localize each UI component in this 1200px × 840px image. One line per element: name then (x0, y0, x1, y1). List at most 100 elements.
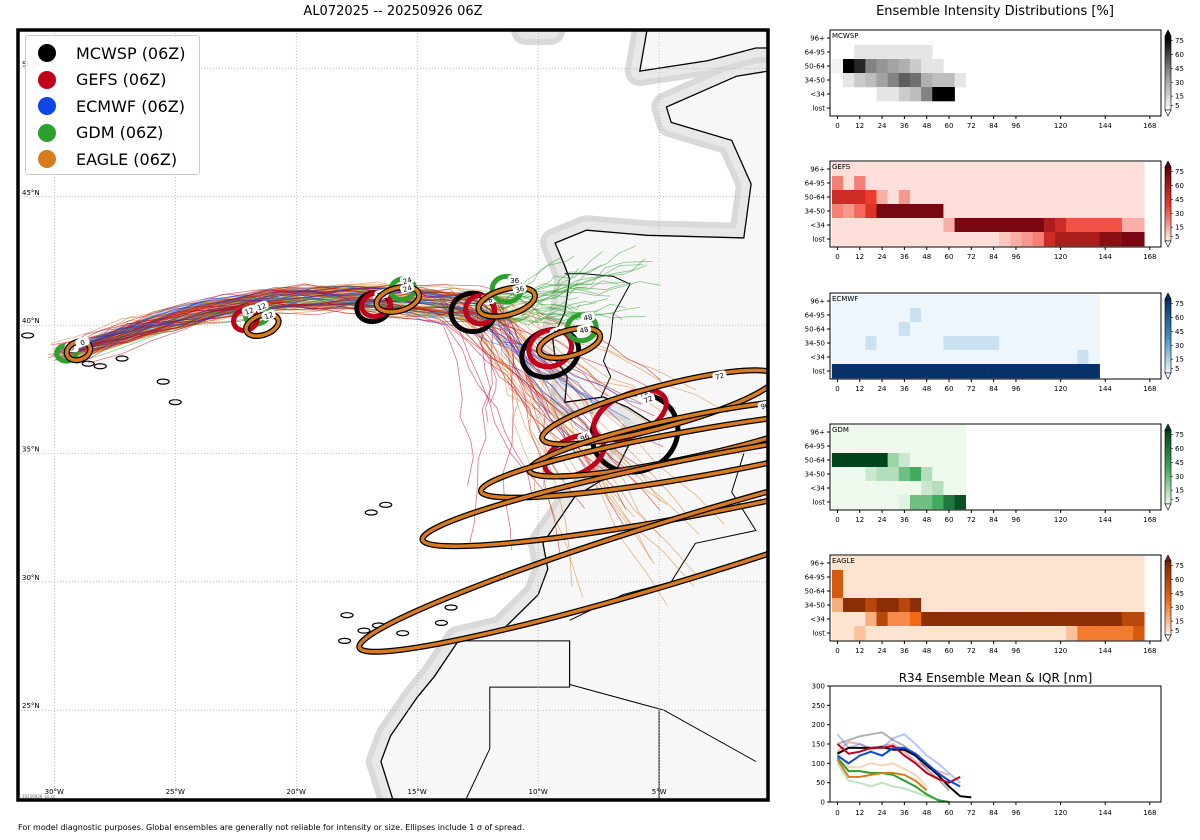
heatmap-cell (965, 570, 978, 585)
heatmap-cell (999, 584, 1011, 599)
heatmap-cell (854, 495, 866, 510)
heatmap-cell (909, 598, 922, 613)
heatmap-cell (965, 294, 978, 309)
heatmap-cell (988, 308, 1000, 323)
ellipse-eagle-48: 48 (536, 324, 604, 361)
r34-y-label: 100 (812, 760, 825, 768)
heatmap-cell (898, 453, 911, 468)
heatmap-cell (1110, 612, 1123, 627)
x-tick-label: 144 (1099, 516, 1113, 524)
heatmap-cell (1088, 612, 1100, 627)
heatmap-cell (954, 218, 967, 233)
heatmap-cell (1021, 204, 1033, 219)
row-label: 50-64 (805, 63, 826, 71)
heatmap-cell (898, 73, 911, 88)
heatmap-cell (854, 584, 866, 599)
heatmap-cell (887, 59, 900, 74)
island (115, 355, 129, 362)
heatmap-cell (1110, 556, 1123, 571)
heatmap-cell (865, 626, 877, 641)
heatmap-cell (932, 495, 944, 510)
ensemble-track-gefs (66, 283, 585, 509)
hour-label-bg (254, 300, 269, 313)
colorbar-step (1165, 616, 1171, 621)
heatmap-name: ECMWF (832, 295, 858, 303)
heatmap-cell (1088, 350, 1100, 365)
heatmap-cell (1110, 204, 1123, 219)
heatmap-cell (1043, 626, 1056, 641)
heatmap-cell (1077, 308, 1089, 323)
heatmap-frame (829, 554, 1162, 642)
colorbar-step (1165, 568, 1171, 573)
heatmap-cell (898, 467, 911, 482)
heatmap-cell (965, 162, 978, 177)
hour-label-bg (576, 324, 592, 335)
colorbar-label: 15 (1175, 618, 1184, 626)
heatmap-cell (932, 556, 944, 571)
heatmap-cell (854, 364, 866, 379)
heatmap-cell (1077, 364, 1089, 379)
heatmap-cell (843, 481, 855, 496)
lon-tick-label: 30°W (45, 788, 64, 796)
heatmap-cell (865, 322, 877, 337)
r34-line-gefs-mean (836, 743, 961, 784)
heatmap-cell (999, 308, 1011, 323)
heatmap-cell (965, 190, 978, 205)
heatmap-cell (843, 556, 855, 571)
colorbar-step (1165, 354, 1171, 359)
colorbar-step (1165, 459, 1171, 464)
colorbar-step (1165, 204, 1171, 209)
colorbar-step (1165, 237, 1171, 242)
island (396, 630, 410, 637)
heatmap-cell (988, 322, 1000, 337)
heatmap-cell (865, 190, 877, 205)
colorbar-step (1165, 430, 1171, 435)
heatmap-cell (965, 612, 978, 627)
heatmap-cell (954, 425, 967, 440)
heatmap-cell (1121, 176, 1134, 191)
heatmap-cell (843, 495, 855, 510)
heatmap-cell (843, 364, 855, 379)
heatmap-cell (854, 59, 866, 74)
heatmap-cell (1121, 190, 1134, 205)
heatmap-cell (1043, 322, 1056, 337)
heatmap-cell (921, 453, 933, 468)
heatmap-cell (943, 453, 955, 468)
r34-y-label: 250 (812, 702, 825, 710)
heatmap-cell (1121, 626, 1134, 641)
ellipse-ring (244, 312, 281, 338)
ellipse-eagle-12: 12 (243, 309, 282, 340)
heatmap-cell (1077, 204, 1089, 219)
heatmap-cell (921, 308, 933, 323)
heatmap-cell (1099, 162, 1112, 177)
heatmap-cell (854, 612, 866, 627)
colorbar-step (1165, 496, 1171, 501)
heatmap-cell (865, 556, 877, 571)
heatmap-cell (954, 495, 967, 510)
heatmap-cell (1043, 364, 1056, 379)
heatmap-cell (898, 308, 911, 323)
colorbar-step (1165, 579, 1171, 584)
heatmap-cell (999, 350, 1011, 365)
r34-title: R34 Ensemble Mean & IQR [nm] (899, 671, 1093, 685)
heatmap-cell (909, 73, 922, 88)
heatmap-cell (1021, 336, 1033, 351)
colorbar-step (1165, 609, 1171, 614)
heatmap-cell (1088, 598, 1100, 613)
hour-label: 12 (263, 311, 274, 322)
heatmap-cell (1121, 218, 1134, 233)
heatmap-cell (976, 350, 989, 365)
hour-label-bg (512, 283, 527, 295)
heatmap-cell (831, 322, 844, 337)
colorbar-step (1165, 47, 1171, 52)
heatmap-cell (898, 176, 911, 191)
heatmap-cell (954, 626, 967, 641)
colorbar-min-arrow (1164, 503, 1172, 511)
colorbar-step (1165, 102, 1171, 107)
colorbar-step (1165, 181, 1171, 186)
heatmap-cell (1099, 584, 1112, 599)
x-tick-label: 72 (967, 122, 976, 130)
x-tick-label: 24 (878, 647, 887, 655)
x-tick-label: 36 (900, 385, 909, 393)
x-tick-label: 36 (900, 516, 909, 524)
